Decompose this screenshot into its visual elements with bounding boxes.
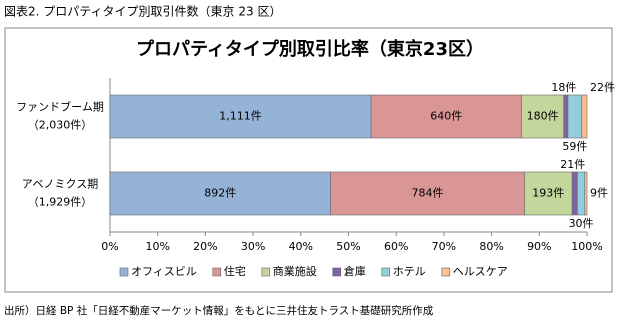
bar-segment	[370, 94, 522, 139]
x-tick-label: 20%	[193, 240, 217, 253]
bar-segment	[581, 94, 588, 139]
x-tick-label: 10%	[145, 240, 169, 253]
bar-segment	[109, 94, 372, 139]
chart-frame	[4, 27, 613, 293]
legend-swatch	[332, 267, 342, 277]
value-label: 784件	[412, 187, 444, 200]
y-tick-label: ファンドブーム期	[16, 100, 104, 114]
value-label: 193件	[532, 187, 564, 200]
x-tick-label: 0%	[101, 240, 118, 253]
legend-swatch	[381, 267, 391, 277]
y-tick-sublabel: （2,030件）	[28, 119, 93, 132]
legend-label: 商業施設	[273, 264, 317, 278]
value-label: 18件	[551, 81, 576, 94]
legend-swatch	[212, 267, 222, 277]
bar-segment	[524, 171, 573, 216]
x-tick-label: 80%	[479, 240, 503, 253]
bar-segment	[577, 171, 586, 216]
value-label: 180件	[527, 110, 559, 123]
bar-segment	[521, 94, 565, 139]
legend-swatch	[441, 267, 451, 277]
legend-label: 倉庫	[344, 264, 366, 278]
value-label: 21件	[560, 158, 585, 171]
value-label: 640件	[430, 110, 462, 123]
chart-title: プロパティタイプ別取引比率（東京23区）	[136, 38, 484, 60]
bar-segment	[330, 171, 525, 216]
x-tick-label: 100%	[571, 240, 602, 253]
bar-segment	[109, 171, 331, 216]
x-tick-label: 60%	[384, 240, 408, 253]
x-tick-label: 30%	[241, 240, 265, 253]
x-tick-label: 70%	[432, 240, 456, 253]
value-label: 22件	[590, 81, 615, 94]
x-tick-label: 90%	[527, 240, 551, 253]
value-label: 59件	[562, 140, 587, 153]
legend-label: ホテル	[393, 265, 426, 278]
y-tick-sublabel: （1,929件）	[28, 196, 93, 209]
bar-segment	[563, 94, 569, 139]
legend-swatch	[119, 267, 129, 277]
bar-segment	[584, 171, 588, 216]
value-label: 892件	[204, 187, 236, 200]
source-note: 出所）日経 BP 社「日経不動産マーケット情報」をもとに三井住友トラスト基礎研究…	[4, 304, 434, 317]
legend-label: 住宅	[224, 264, 246, 278]
value-label: 30件	[569, 217, 594, 230]
x-tick-label: 40%	[289, 240, 313, 253]
bar-segment	[571, 171, 578, 216]
bar-segment	[567, 94, 583, 139]
legend-label: オフィスビル	[131, 265, 197, 278]
legend-swatch	[261, 267, 271, 277]
page-header: 図表2. プロパティタイプ別取引件数（東京 23 区）	[4, 4, 281, 19]
value-label: 1,111件	[219, 110, 262, 123]
y-tick-label: アベノミクス期	[22, 178, 98, 191]
value-label: 9件	[590, 187, 608, 200]
legend-label: ヘルスケア	[453, 265, 508, 278]
x-tick-label: 50%	[336, 240, 360, 253]
